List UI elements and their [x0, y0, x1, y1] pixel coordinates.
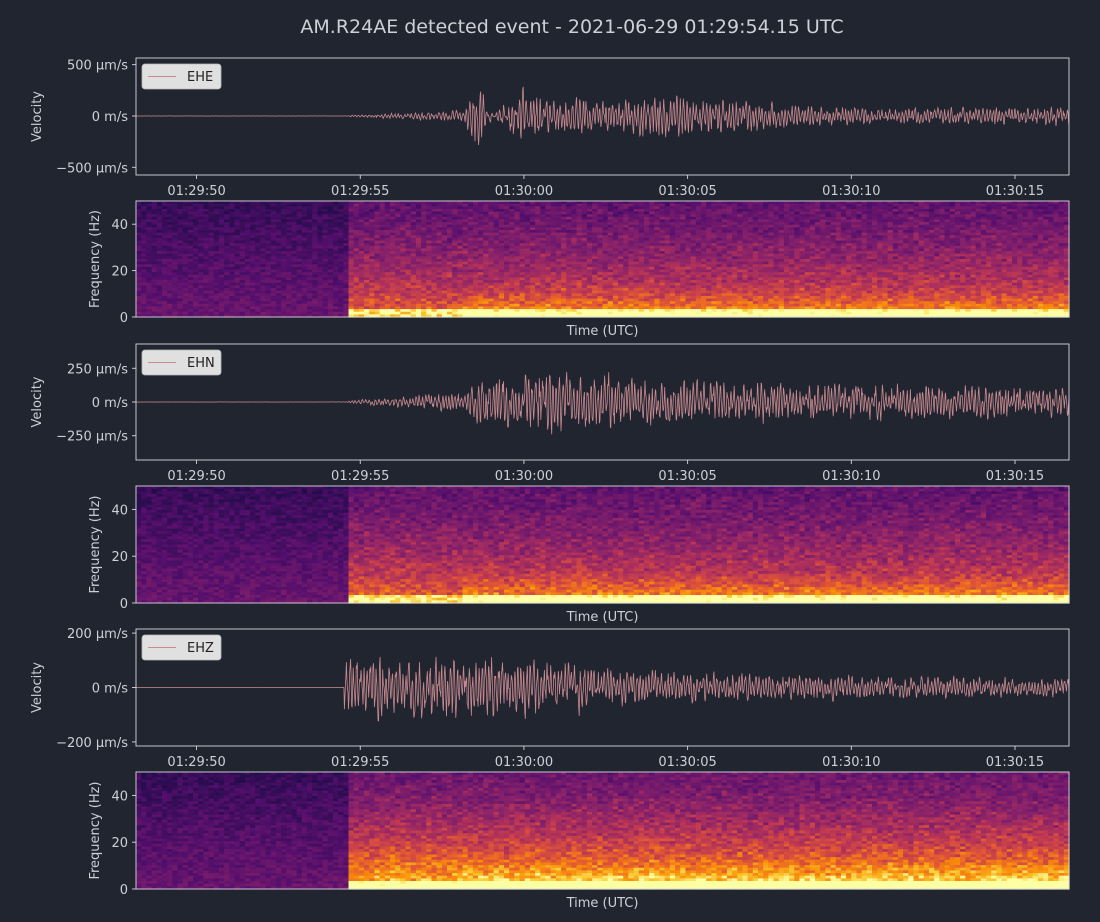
y-axis-label: Velocity [30, 91, 45, 142]
x-tick-label: 01:29:55 [331, 184, 389, 199]
y-tick-label: 0 m/s [92, 110, 128, 125]
legend-label: EHE [187, 70, 213, 85]
trace-line-ehe [136, 87, 1069, 145]
spectrogram-cells [136, 201, 1070, 318]
y-tick-label: 500 µm/s [67, 59, 128, 74]
x-tick-label: 01:29:50 [167, 184, 225, 199]
waveform-ehe: 500 µm/s 0 m/s −500 µm/s Velocity 01:29:50 01… [30, 58, 1069, 199]
x-tick-label: 01:30:05 [658, 184, 716, 199]
x-tick-label: 01:30:00 [495, 184, 553, 199]
legend-ehe: EHE [142, 64, 221, 89]
x-tick-label: 01:30:15 [986, 184, 1044, 199]
figure-title: AM.R24AE detected event - 2021-06-29 01:… [300, 16, 843, 38]
x-tick-label: 01:30:10 [822, 184, 880, 199]
y-tick-label: −500 µm/s [56, 161, 128, 176]
